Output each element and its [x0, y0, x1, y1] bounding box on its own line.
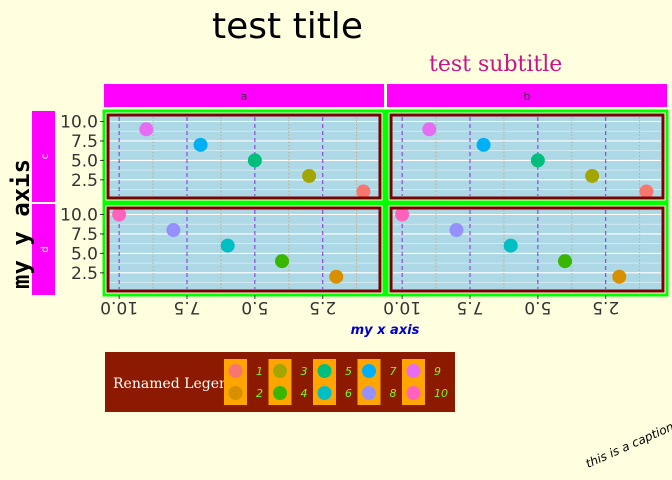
y-tick-label: 2.5 [71, 171, 98, 191]
x-axis-ticks: 2.5 5.0 7.5 10.0 2.5 5.0 7.5 10.0 [100, 295, 619, 317]
legend-key-5 [318, 364, 332, 378]
x-tick-label: 10.0 [383, 297, 421, 317]
point-1 [639, 185, 653, 199]
point-5 [248, 153, 262, 167]
chart-subtitle: test subtitle [429, 52, 562, 77]
legend-key-7 [362, 364, 376, 378]
y-tick-label: 10.0 [60, 113, 98, 133]
legend-label-5: 5 [345, 365, 352, 378]
legend-label-4: 4 [301, 387, 308, 400]
legend-label-2: 2 [256, 387, 263, 400]
point-8 [166, 223, 180, 237]
legend-label-10: 10 [434, 387, 448, 400]
point-4 [275, 254, 289, 268]
x-tick-label: 5.0 [524, 297, 551, 317]
point-9 [139, 122, 153, 136]
y-tick-label: 7.5 [71, 225, 98, 245]
panel-a-c [104, 111, 384, 202]
y-axis-label: my y axis [7, 159, 35, 289]
legend-key-8 [362, 386, 376, 400]
point-6 [221, 239, 235, 253]
legend-label-1: 1 [256, 365, 263, 378]
legend-label-7: 7 [390, 365, 397, 378]
point-3 [585, 169, 599, 183]
legend-key-1 [229, 364, 243, 378]
legend: Renamed Legend 1 2 3 4 5 6 7 8 9 10 [105, 352, 455, 412]
panel-a-d [104, 204, 384, 295]
legend-key-10 [407, 386, 421, 400]
point-7 [194, 138, 208, 152]
legend-key-9 [407, 364, 421, 378]
strip-label-d: d [40, 246, 51, 252]
x-tick-label: 5.0 [241, 297, 268, 317]
legend-title: Renamed Legend [113, 376, 237, 392]
y-axis-ticks: 2.55.07.510.02.55.07.510.0 [60, 113, 104, 284]
legend-label-6: 6 [345, 387, 352, 400]
point-7 [477, 138, 491, 152]
facet-row-strips: cd [32, 111, 55, 295]
y-tick-label: 10.0 [60, 206, 98, 226]
x-tick-label: 2.5 [592, 297, 619, 317]
point-3 [302, 169, 316, 183]
x-tick-label: 2.5 [309, 297, 336, 317]
x-tick-label: 7.5 [456, 297, 483, 317]
legend-key-3 [273, 364, 287, 378]
point-1 [356, 185, 370, 199]
y-tick-label: 5.0 [71, 151, 98, 171]
y-tick-label: 7.5 [71, 132, 98, 152]
caption: this is a caption [584, 419, 672, 470]
point-6 [504, 239, 518, 253]
panel-b-d [387, 204, 667, 295]
chart-title: test title [212, 6, 363, 47]
x-tick-label: 10.0 [100, 297, 138, 317]
strip-label-a: a [241, 90, 248, 103]
point-4 [558, 254, 572, 268]
strip-label-b: b [524, 90, 531, 103]
legend-label-9: 9 [434, 365, 441, 378]
x-axis-label: my x axis [351, 323, 420, 338]
facet-panels [104, 111, 667, 295]
legend-key-4 [273, 386, 287, 400]
strip-label-c: c [40, 154, 51, 160]
point-10 [395, 208, 409, 222]
x-tick-label: 7.5 [173, 297, 200, 317]
legend-label-3: 3 [301, 365, 308, 378]
point-9 [422, 122, 436, 136]
point-8 [449, 223, 463, 237]
point-2 [612, 270, 626, 284]
point-2 [329, 270, 343, 284]
legend-label-8: 8 [390, 387, 397, 400]
y-tick-label: 2.5 [71, 264, 98, 284]
legend-key-6 [318, 386, 332, 400]
point-10 [112, 208, 126, 222]
point-5 [531, 153, 545, 167]
panel-b-c [387, 111, 667, 202]
legend-key-2 [229, 386, 243, 400]
y-tick-label: 5.0 [71, 244, 98, 264]
